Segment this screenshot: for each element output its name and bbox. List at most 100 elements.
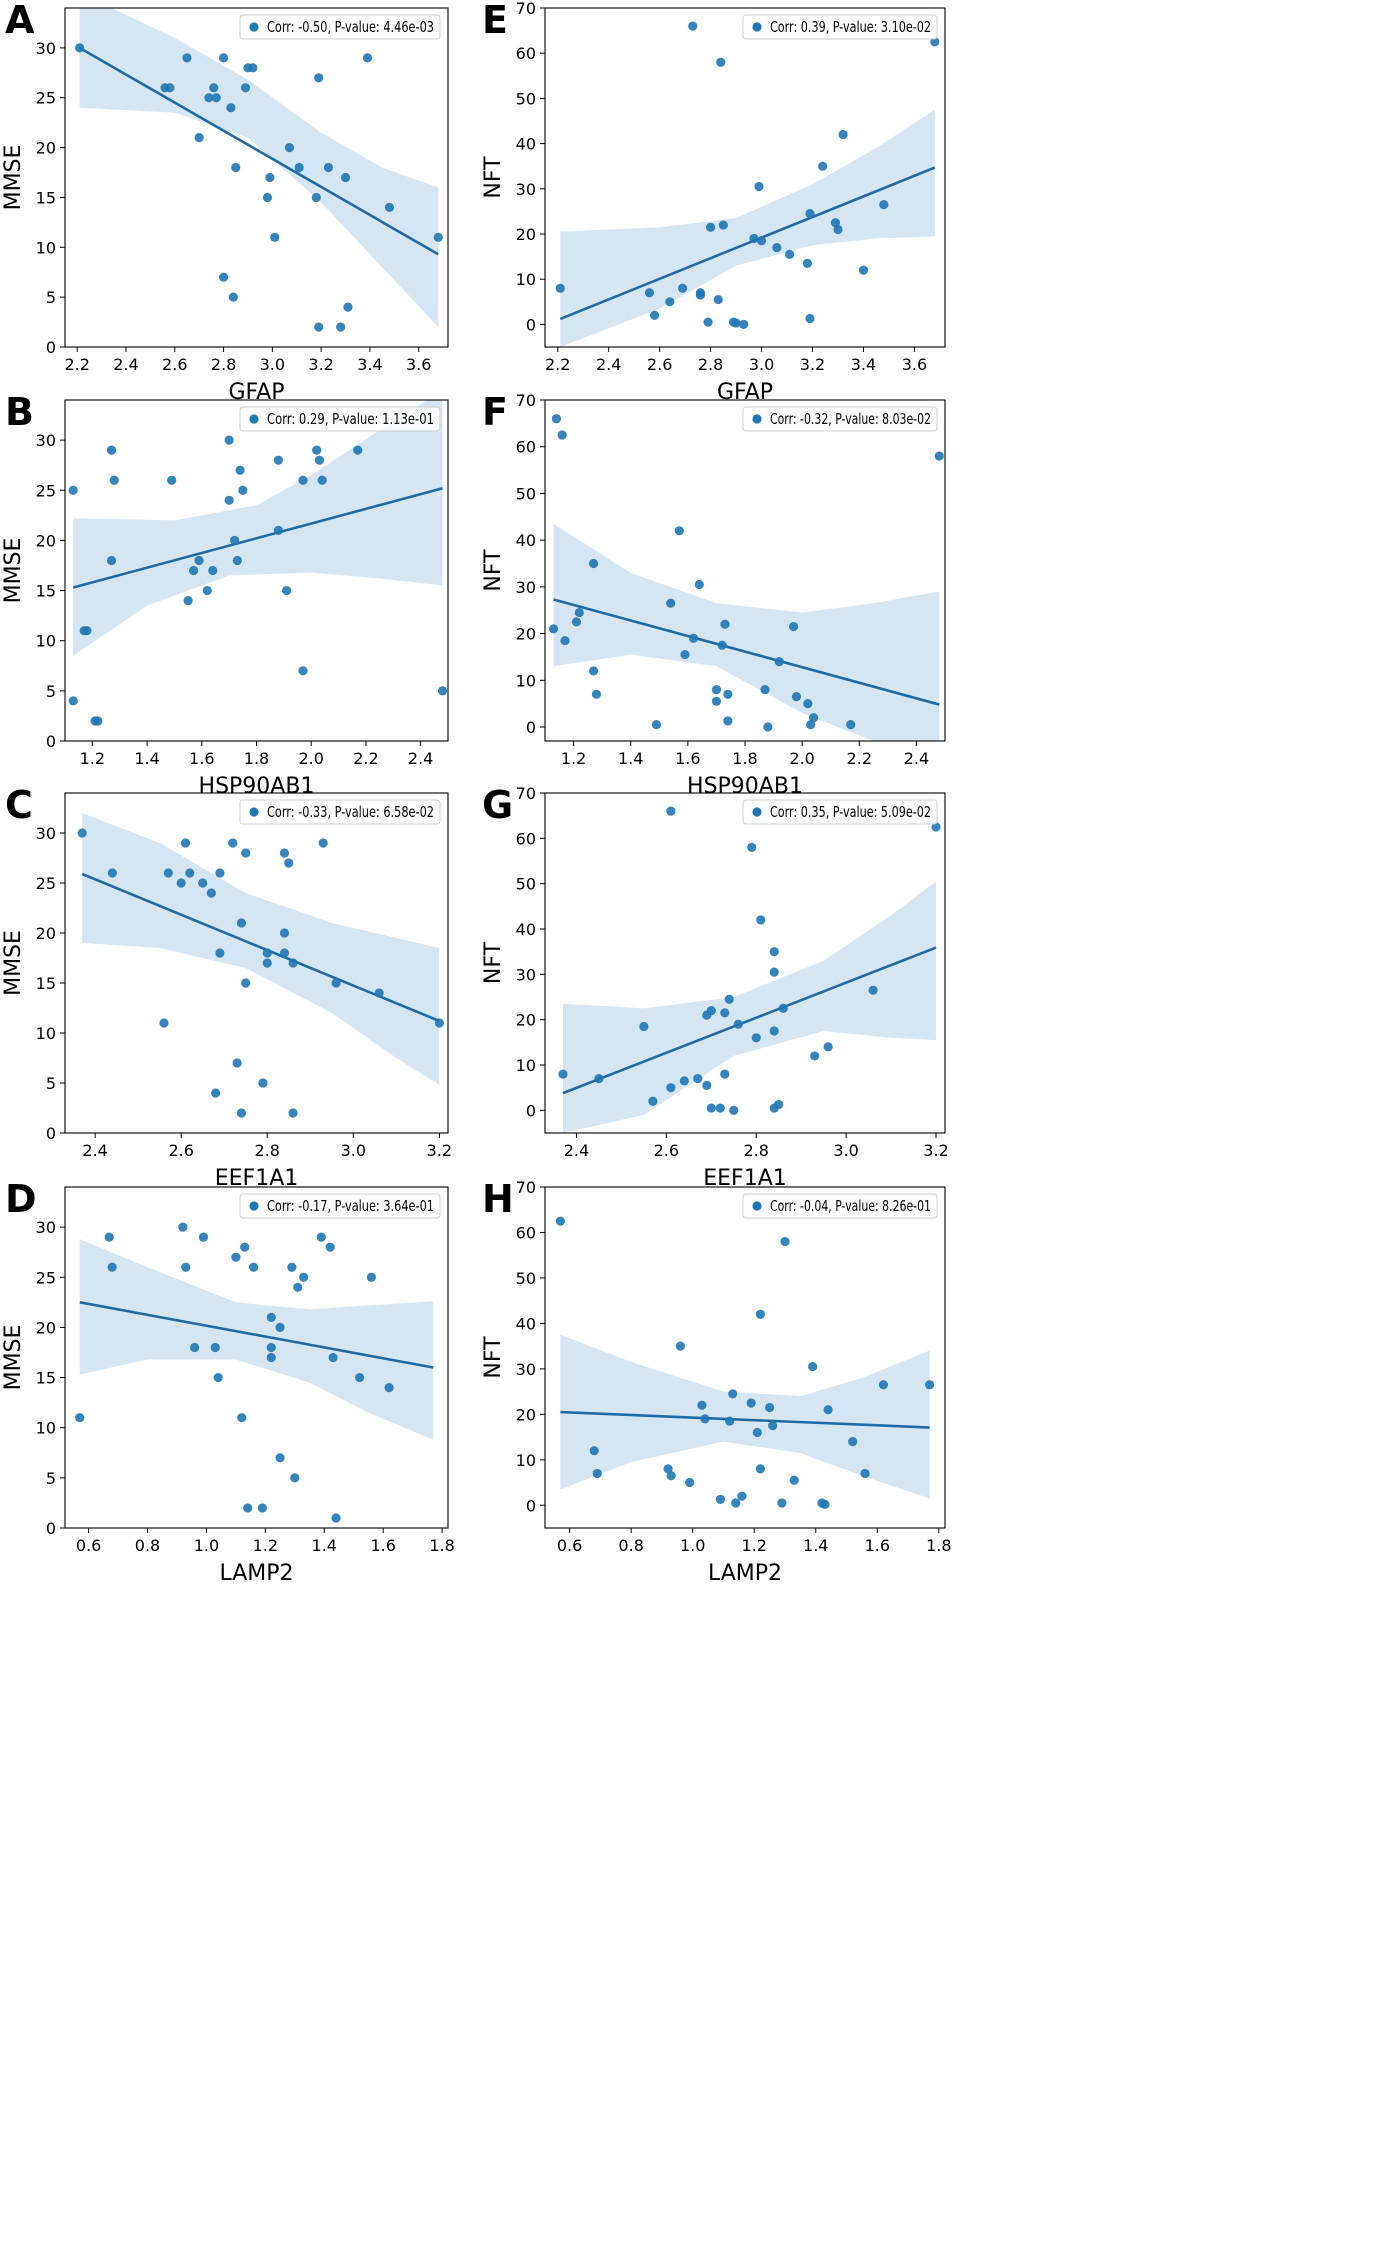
chart-b-point (106, 555, 117, 566)
chart-c-x-tick-label: 2.6 (168, 1141, 193, 1160)
chart-f-x-tick-label: 1.2 (561, 749, 586, 768)
chart-h-x-tick-label: 1.2 (742, 1536, 767, 1555)
chart-g-point (747, 842, 757, 853)
chart-b-y-tick-label: 10 (36, 632, 56, 651)
chart-d-y-tick-label: 0 (46, 1519, 56, 1538)
chart-f-y-tick-label: 70 (516, 391, 536, 410)
chart-e-x-tick-label: 2.8 (698, 355, 723, 374)
chart-h-y-tick-label: 20 (516, 1405, 536, 1424)
chart-b: 1.2 1.4 1.6 1.8 2.0 2.2 2.4 0 5 10 15 20 25 30 HSP90AB… (1, 390, 449, 799)
chart-f-x-axis-label: HSP90AB1 (687, 774, 803, 799)
chart-a-point (384, 202, 395, 213)
chart-a-point (218, 53, 229, 63)
chart-g-y-tick-label: 50 (516, 875, 536, 894)
chart-d-point (328, 1352, 338, 1363)
chart-c-point (180, 838, 191, 848)
chart-c-frame (64, 792, 449, 1134)
chart-h-point (685, 1477, 695, 1488)
chart-e-point (858, 265, 869, 275)
chart-g-x-tick-label: 2.8 (744, 1141, 769, 1160)
chart-g-panel-letter: G (482, 783, 513, 827)
chart-e-point (838, 129, 848, 140)
chart-a-point (75, 43, 85, 53)
chart-d-point (75, 1413, 85, 1423)
chart-e-x-tick-label: 2.4 (596, 355, 621, 374)
chart-d-point (299, 1272, 309, 1282)
chart-h-point (592, 1468, 602, 1479)
chart-c-point (215, 868, 225, 878)
chart-d-confidence-band (79, 1239, 434, 1440)
chart-e-y-tick-label: 70 (516, 0, 536, 18)
chart-c-point (236, 1108, 247, 1118)
chart-g-y-tick-label: 70 (516, 784, 536, 803)
chart-a-point (231, 162, 241, 173)
chart-f: 1.2 1.4 1.6 1.8 2.0 2.2 2.4 0 10 20 30 40 50 60 70 HSP9… (481, 390, 946, 799)
chart-g-point (558, 1069, 568, 1079)
chart-a-y-tick-label: 20 (36, 139, 56, 158)
chart-g-point (868, 985, 878, 995)
chart-a-point (218, 272, 229, 282)
chart-c-panel-letter: C (5, 783, 33, 827)
chart-f-point (846, 720, 856, 730)
chart-h-y-tick-label: 70 (516, 1178, 536, 1197)
chart-g-point (720, 1008, 730, 1018)
chart-g-point (693, 1074, 703, 1084)
chart-c-point (331, 978, 341, 988)
chart-f-point (763, 722, 773, 732)
chart-c-point (185, 868, 195, 878)
chart-b-point (82, 626, 92, 636)
chart-b-point (281, 585, 292, 596)
chart-a-point (270, 232, 280, 242)
chart-d-legend-label: Corr: -0.17, P-value: 3.64e-01 (267, 1197, 434, 1215)
chart-c-point (236, 918, 247, 928)
chart-h-point (752, 1427, 762, 1438)
chart-g-frame (544, 792, 946, 1134)
chart-g-point (679, 1076, 689, 1086)
chart-g-point (769, 947, 779, 957)
chart-a-x-tick-label: 3.4 (357, 355, 382, 374)
chart-c-point (279, 928, 290, 938)
chart-f-panel-letter: F (482, 390, 508, 434)
chart-b-x-tick-label: 1.2 (80, 749, 105, 768)
chart-e-point (818, 161, 828, 171)
chart-d-point (266, 1342, 276, 1353)
chart-h-x-tick-label: 1.8 (926, 1536, 951, 1555)
chart-b-y-tick-label: 20 (36, 531, 56, 550)
chart-f-point (666, 598, 676, 608)
chart-g-x-tick-label: 3.2 (923, 1141, 948, 1160)
chart-f-point (548, 624, 559, 634)
chart-f-point (788, 621, 799, 632)
chart-a-point (194, 133, 204, 143)
chart-b-point (298, 666, 308, 676)
chart-a-point (433, 232, 443, 242)
chart-h-x-tick-label: 0.6 (557, 1536, 582, 1555)
chart-h-x-tick-label: 1.4 (803, 1536, 828, 1555)
chart-e-point (756, 236, 767, 246)
chart-c-legend-marker (249, 807, 259, 817)
chart-a-frame (64, 7, 449, 348)
chart-c-point (262, 948, 272, 958)
chart-f-point (791, 692, 802, 702)
chart-d-y-tick-label: 25 (36, 1268, 56, 1287)
chart-b-point (188, 565, 199, 576)
chart-d-point (257, 1503, 267, 1513)
chart-e-x-tick-label: 3.4 (851, 355, 876, 374)
chart-h-y-tick-label: 30 (516, 1360, 536, 1379)
chart-e-regression-line (559, 166, 936, 321)
chart-f-point (711, 685, 722, 695)
chart-b-y-axis-label: MMSE (1, 538, 26, 604)
chart-a-x-tick-label: 2.8 (211, 355, 236, 374)
chart-a-point (314, 73, 324, 83)
chart-e-x-tick-label: 3.6 (902, 355, 927, 374)
chart-a-point (284, 142, 295, 153)
chart-h-panel-letter: H (482, 1177, 514, 1221)
chart-g-y-axis-label: NFT (481, 941, 506, 984)
chart-g-point (823, 1042, 833, 1052)
chart-c-point (279, 848, 290, 858)
chart-a-x-tick-label: 3.0 (260, 355, 285, 374)
chart-g-point (720, 1069, 730, 1079)
chart-f-point (680, 649, 690, 660)
chart-c-point (258, 1078, 268, 1088)
chart-h-point (878, 1380, 889, 1390)
chart-c-legend-label: Corr: -0.33, P-value: 6.58e-02 (267, 803, 434, 821)
